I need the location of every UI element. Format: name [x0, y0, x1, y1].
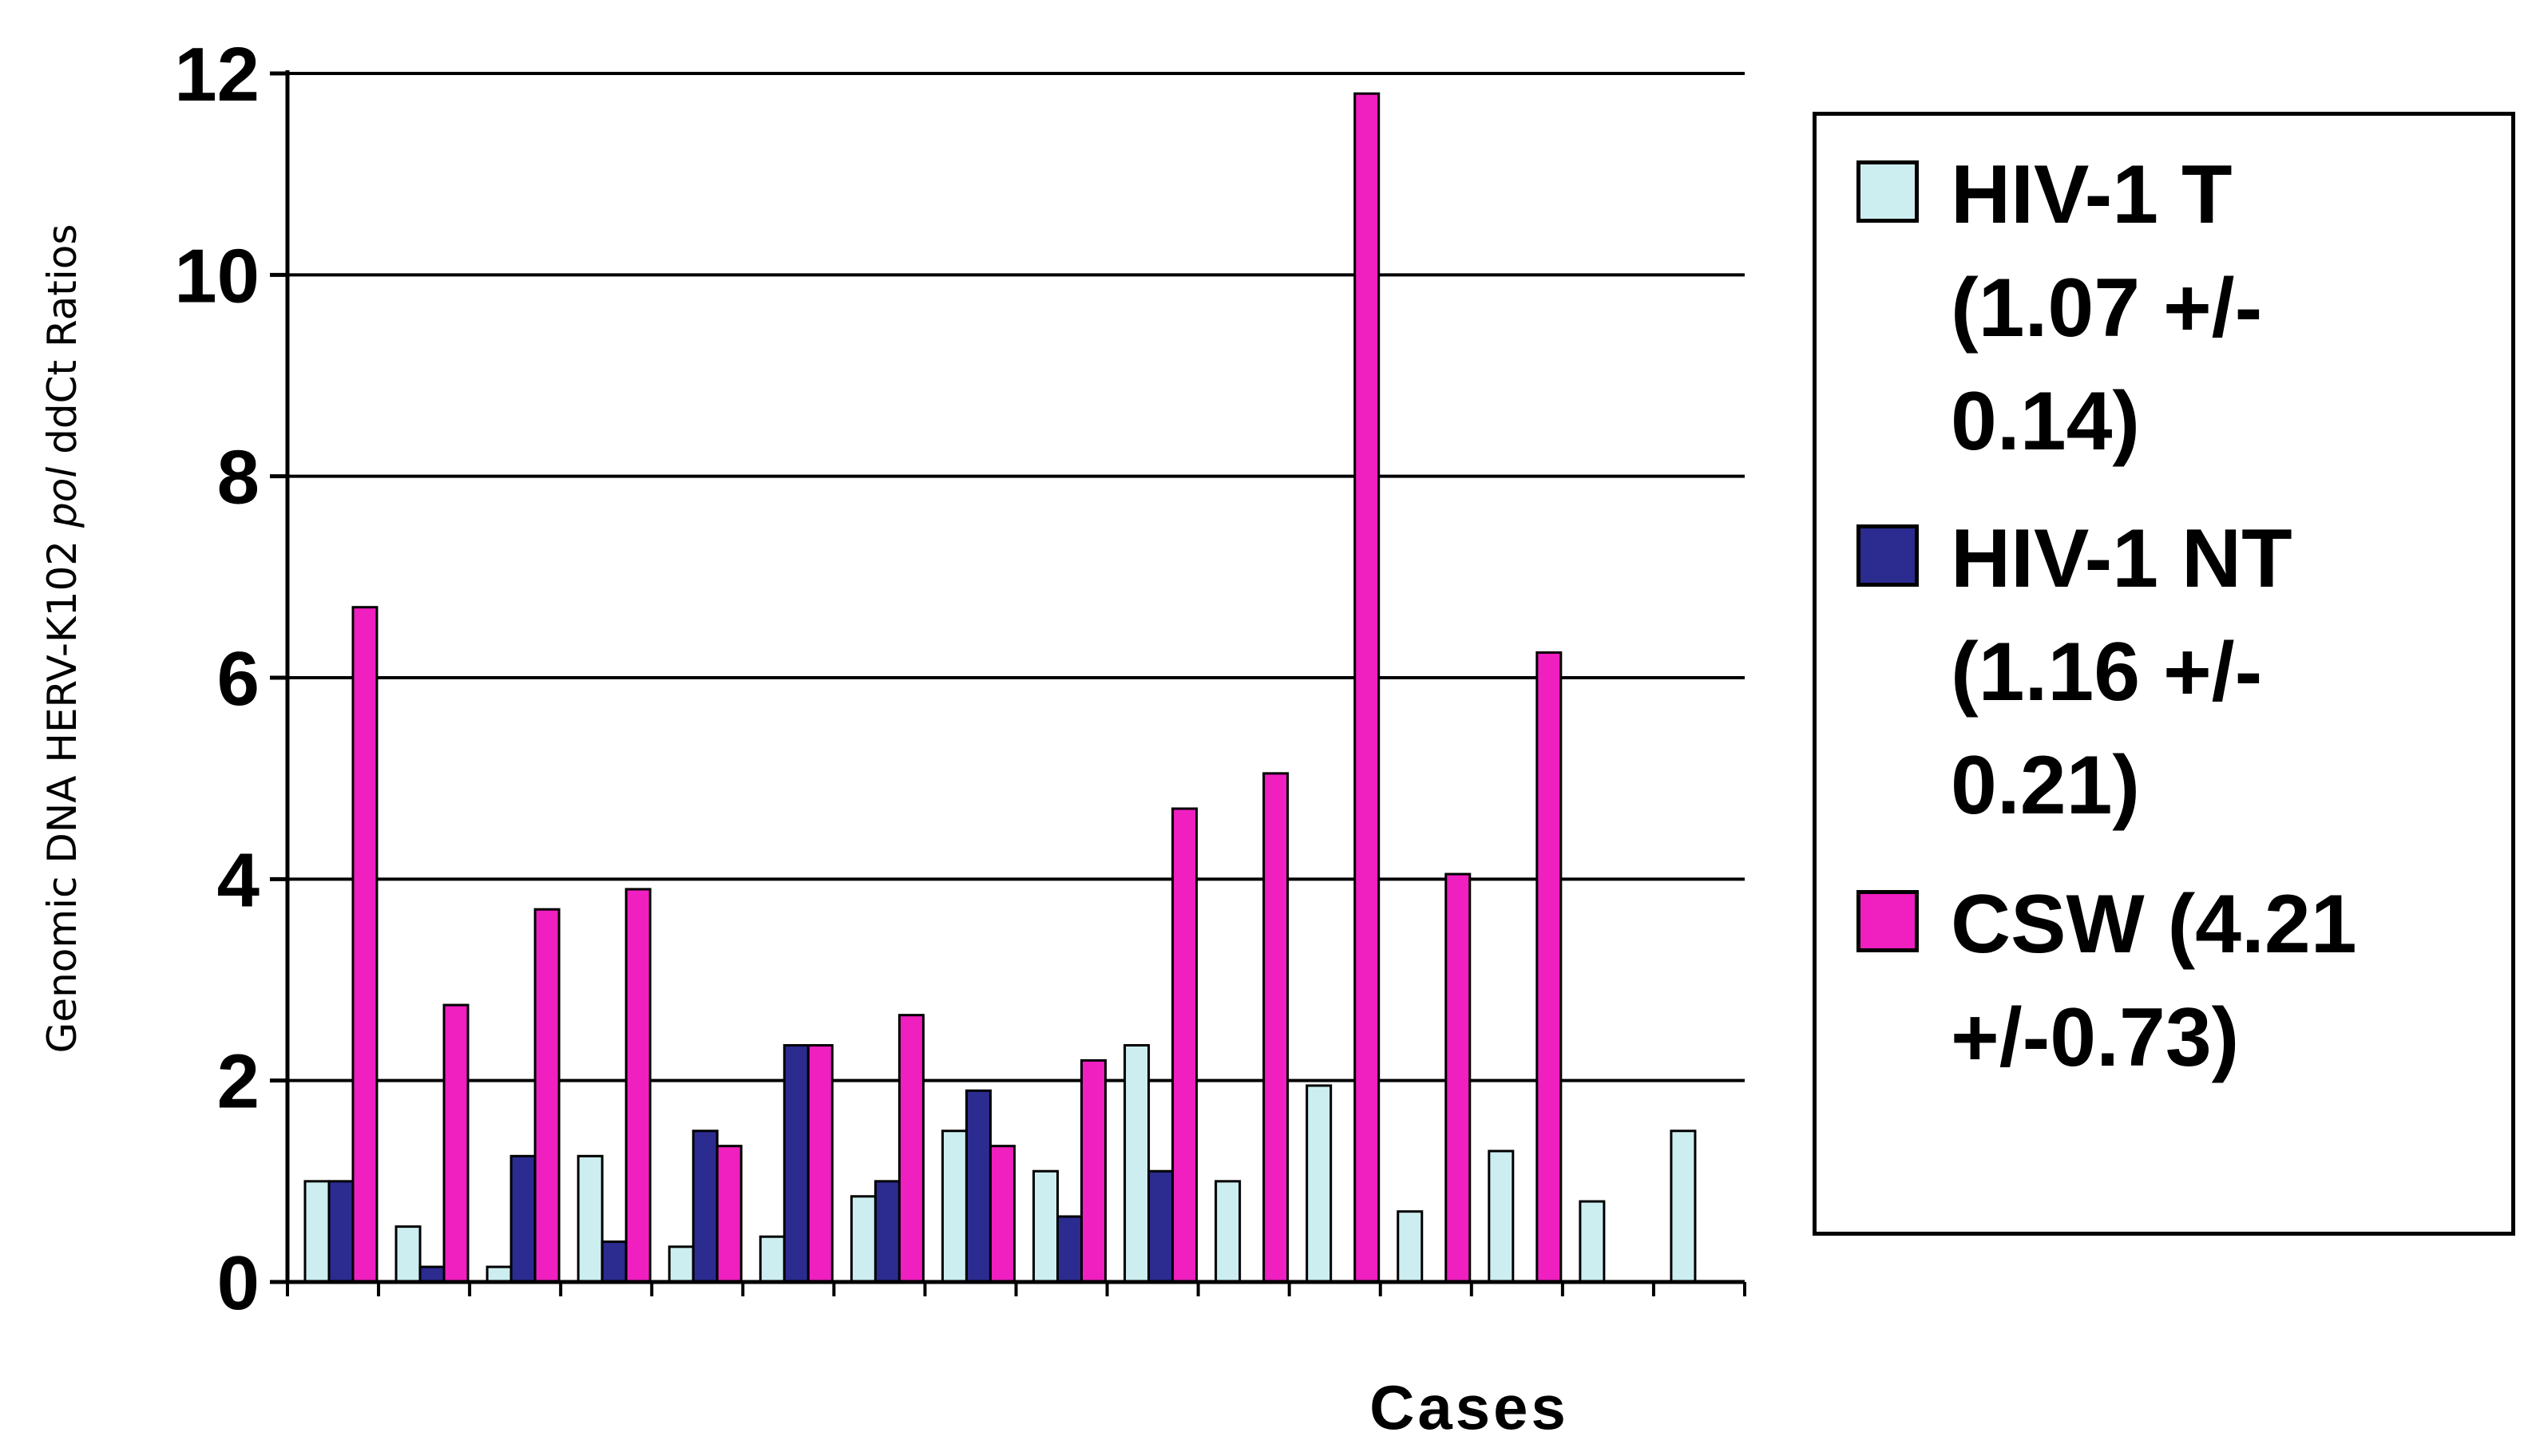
y-tick-labels: 0 2 4 6 8 10 12 — [174, 32, 260, 1326]
bar — [1306, 1084, 1333, 1284]
bar — [1488, 1149, 1515, 1284]
bar — [1171, 807, 1199, 1284]
bar — [1535, 651, 1563, 1284]
legend-swatch-hiv1-nt — [1856, 524, 1919, 587]
bar — [303, 1180, 331, 1284]
bar — [624, 888, 652, 1284]
bar — [577, 1154, 604, 1284]
y-tick-label: 12 — [174, 32, 260, 117]
legend-swatch-csw — [1856, 890, 1919, 952]
bar — [989, 1145, 1016, 1284]
bar — [691, 1130, 719, 1284]
y-tick-label: 4 — [217, 837, 260, 923]
bar — [1032, 1169, 1059, 1284]
legend-swatch-hiv1-t — [1856, 160, 1919, 223]
bar — [806, 1044, 834, 1284]
bar — [874, 1180, 901, 1284]
y-tick-label: 8 — [217, 435, 260, 520]
legend-label-csw: CSW (4.21 +/-0.73) — [1951, 878, 2357, 1084]
bar — [485, 1265, 513, 1284]
axes — [270, 70, 1746, 1296]
x-axis-title: Cases — [1369, 1372, 1569, 1442]
y-axis-title-part1: Genomic DNA HERV-K102 — [39, 528, 85, 1053]
bar — [327, 1180, 355, 1284]
bar — [941, 1130, 968, 1284]
bar — [1056, 1215, 1083, 1284]
y-axis-title: Genomic DNA HERV-K102 pol ddCt Ratios — [39, 224, 85, 1054]
bar — [897, 1014, 925, 1284]
bar — [850, 1195, 877, 1284]
bar — [1397, 1210, 1424, 1284]
bar — [759, 1235, 786, 1284]
bar — [1353, 92, 1381, 1284]
bars — [303, 92, 1697, 1284]
bar — [1579, 1200, 1606, 1284]
y-axis-title-part2: ddCt Ratios — [39, 224, 85, 467]
bar — [1670, 1130, 1697, 1284]
bar — [965, 1089, 992, 1284]
bar — [533, 908, 561, 1284]
bar — [1123, 1044, 1151, 1284]
y-axis-title-italic: pol — [39, 467, 85, 528]
bar — [1444, 872, 1472, 1284]
bar — [783, 1044, 810, 1284]
bar — [1080, 1058, 1107, 1284]
y-tick-label: 2 — [217, 1039, 260, 1125]
gridlines — [287, 72, 1745, 1082]
y-tick-label: 6 — [217, 636, 260, 722]
y-tick-label: 10 — [174, 233, 260, 318]
bar — [442, 1003, 470, 1284]
legend-label-hiv1-t: HIV-1 T (1.07 +/- 0.14) — [1951, 148, 2263, 468]
legend: HIV-1 T (1.07 +/- 0.14) HIV-1 NT (1.16 +… — [1813, 112, 2515, 1236]
bar — [1147, 1169, 1175, 1284]
bar — [418, 1265, 446, 1284]
bar — [668, 1245, 695, 1284]
bar — [600, 1240, 628, 1284]
bar — [1214, 1180, 1242, 1284]
y-tick-label: 0 — [217, 1240, 260, 1326]
bar — [394, 1225, 422, 1284]
legend-label-hiv1-nt: HIV-1 NT (1.16 +/- 0.21) — [1951, 512, 2292, 832]
bar — [715, 1145, 743, 1284]
bar — [1262, 772, 1290, 1284]
bar — [509, 1154, 537, 1284]
bar — [351, 606, 378, 1284]
